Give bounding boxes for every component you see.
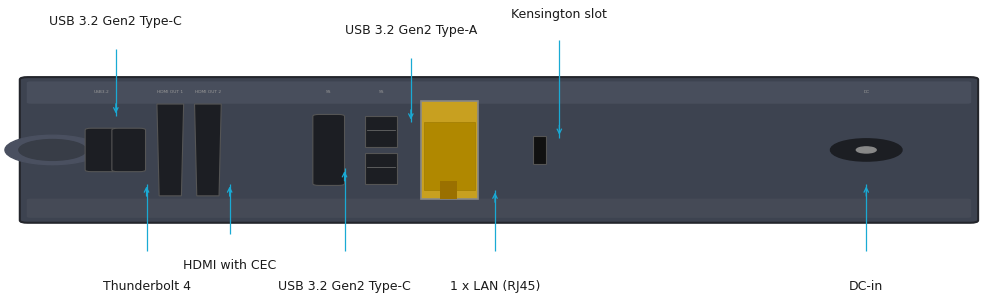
Text: DC: DC bbox=[863, 90, 869, 95]
Bar bbox=[440, 181, 457, 199]
Circle shape bbox=[5, 135, 100, 165]
Text: HDMI with CEC: HDMI with CEC bbox=[183, 259, 276, 271]
Bar bbox=[365, 153, 397, 184]
Text: SS: SS bbox=[378, 90, 384, 95]
Text: USB3.2: USB3.2 bbox=[94, 90, 110, 95]
Circle shape bbox=[856, 147, 876, 153]
Text: HDMI OUT 2: HDMI OUT 2 bbox=[195, 90, 221, 95]
Text: USB 3.2 Gen2 Type-A: USB 3.2 Gen2 Type-A bbox=[345, 24, 477, 37]
Text: HDMI OUT 1: HDMI OUT 1 bbox=[157, 90, 183, 95]
Bar bbox=[365, 116, 397, 147]
Bar bbox=[533, 136, 546, 164]
Text: DC-in: DC-in bbox=[849, 280, 883, 293]
FancyBboxPatch shape bbox=[27, 199, 971, 218]
FancyBboxPatch shape bbox=[27, 81, 971, 104]
Bar bbox=[424, 122, 475, 190]
Text: Thunderbolt 4: Thunderbolt 4 bbox=[103, 280, 190, 293]
Bar bbox=[421, 101, 478, 199]
Text: USB 3.2 Gen2 Type-C: USB 3.2 Gen2 Type-C bbox=[50, 15, 182, 28]
FancyBboxPatch shape bbox=[112, 128, 146, 172]
Text: Kensington slot: Kensington slot bbox=[512, 9, 607, 21]
FancyBboxPatch shape bbox=[85, 128, 119, 172]
Polygon shape bbox=[194, 104, 222, 196]
FancyBboxPatch shape bbox=[313, 114, 345, 185]
Text: 1 x LAN (RJ45): 1 x LAN (RJ45) bbox=[449, 280, 541, 293]
FancyBboxPatch shape bbox=[20, 77, 978, 223]
Polygon shape bbox=[156, 104, 184, 196]
Circle shape bbox=[831, 139, 902, 161]
Text: SS: SS bbox=[326, 90, 332, 95]
Circle shape bbox=[19, 140, 86, 160]
Text: USB 3.2 Gen2 Type-C: USB 3.2 Gen2 Type-C bbox=[278, 280, 411, 293]
